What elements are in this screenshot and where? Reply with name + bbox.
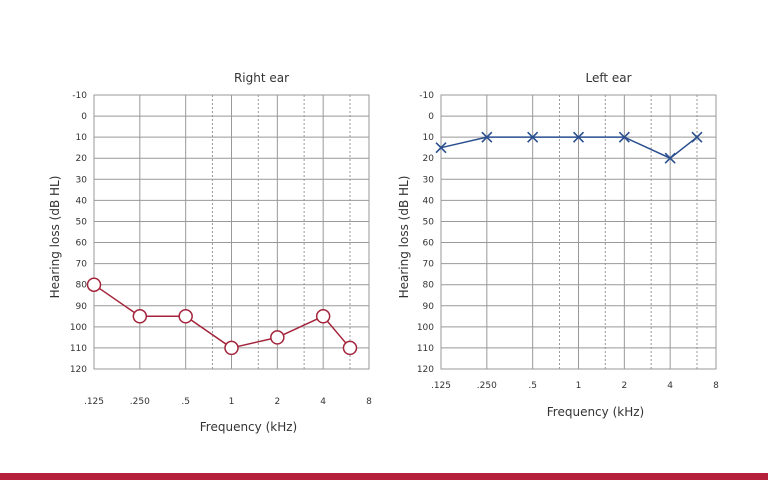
y-tick-label: 30 — [423, 175, 435, 185]
data-point — [178, 309, 193, 324]
y-tick-label: 70 — [423, 260, 435, 270]
y-tick-label: 100 — [417, 323, 434, 333]
x-tick-label: 8 — [713, 381, 719, 391]
y-tick-label: 30 — [76, 175, 88, 185]
data-point — [270, 330, 285, 345]
x-tick-label: .5 — [528, 381, 537, 391]
data-point — [527, 131, 539, 143]
y-tick-label: 20 — [423, 154, 435, 164]
y-tick-label: 90 — [76, 302, 88, 312]
series-line — [93, 284, 351, 349]
data-point — [664, 152, 676, 164]
y-tick-label: 60 — [423, 239, 435, 249]
y-tick-label: 40 — [76, 196, 88, 206]
y-tick-label: 0 — [81, 112, 87, 122]
y-tick-label: 100 — [70, 323, 87, 333]
audiogram-right-ear: -10 0 10 20 30 40 50 60 70 80 90 100 110 120 .125 .250.… — [48, 71, 372, 434]
x-axis-label: Frequency (kHz) — [547, 405, 644, 419]
data-point — [315, 309, 331, 324]
x-axis-label: Frequency (kHz) — [200, 420, 297, 434]
x-tick-label: .125 — [84, 397, 104, 407]
y-tick-label: 70 — [76, 260, 88, 270]
x-tick-label: .250 — [477, 381, 497, 391]
data-point — [224, 340, 239, 356]
y-tick-label: 50 — [76, 217, 88, 227]
x-tick-label: 2 — [621, 381, 627, 391]
x-tick-label: 4 — [667, 381, 673, 391]
x-tick-label: .125 — [431, 381, 451, 391]
x-tick-label: 8 — [366, 397, 372, 407]
data-point — [481, 131, 493, 143]
y-tick-label: 10 — [76, 133, 88, 143]
x-tick-label: 1 — [576, 381, 582, 391]
y-tick-label: 80 — [76, 281, 88, 291]
data-point — [342, 340, 358, 356]
y-tick-label: -10 — [72, 91, 87, 101]
y-tick-label: 20 — [76, 154, 88, 164]
data-point — [86, 277, 102, 292]
x-tick-label: .5 — [181, 397, 190, 407]
chart-title: Left ear — [585, 71, 631, 85]
y-tick-label: 110 — [417, 344, 434, 354]
series-line — [440, 136, 698, 160]
y-tick-label: 40 — [423, 196, 435, 206]
y-axis-label: Hearing loss (dB HL) — [48, 176, 62, 299]
x-tick-label: 2 — [274, 397, 280, 407]
audiogram-left-ear: -10 0 10 20 30 40 50 60 70 80 90 100 110 120 .125 .250.… — [397, 71, 719, 419]
data-point — [618, 131, 630, 143]
y-axis-label: Hearing loss (dB HL) — [397, 176, 411, 299]
y-tick-label: 10 — [423, 133, 435, 143]
chart-title: Right ear — [234, 71, 289, 85]
y-tick-label: 50 — [423, 217, 435, 227]
y-tick-label: 60 — [76, 239, 88, 249]
footer-accent-bar — [0, 473, 768, 480]
x-tick-label: .250 — [130, 397, 150, 407]
x-tick-label: 1 — [229, 397, 235, 407]
y-tick-label: 120 — [70, 365, 87, 375]
y-tick-label: 80 — [423, 281, 435, 291]
y-tick-label: 90 — [423, 302, 435, 312]
y-tick-label: -10 — [419, 91, 434, 101]
x-tick-label: 4 — [320, 397, 326, 407]
data-point — [435, 142, 447, 154]
data-point — [572, 131, 585, 143]
y-tick-label: 120 — [417, 365, 434, 375]
y-tick-label: 110 — [70, 344, 87, 354]
data-point — [132, 309, 148, 324]
y-tick-label: 0 — [428, 112, 434, 122]
data-point — [691, 131, 703, 143]
